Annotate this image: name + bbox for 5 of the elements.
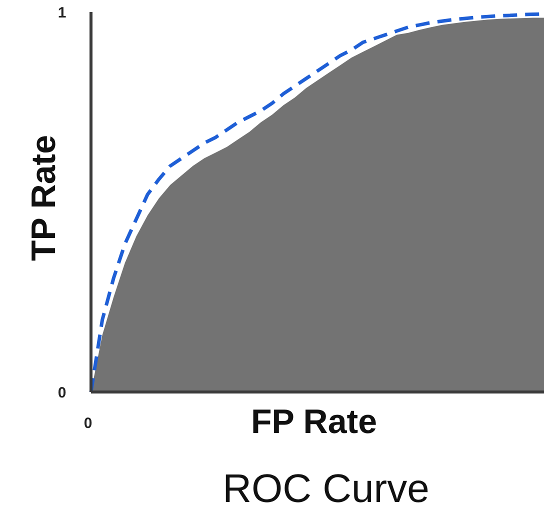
x-axis-title: FP Rate [251,403,377,441]
y-axis-title: TP Rate [25,135,63,261]
y-tick-label: 1 [58,4,66,22]
text: 0 [84,415,92,432]
text: ROC Curve [222,467,430,507]
